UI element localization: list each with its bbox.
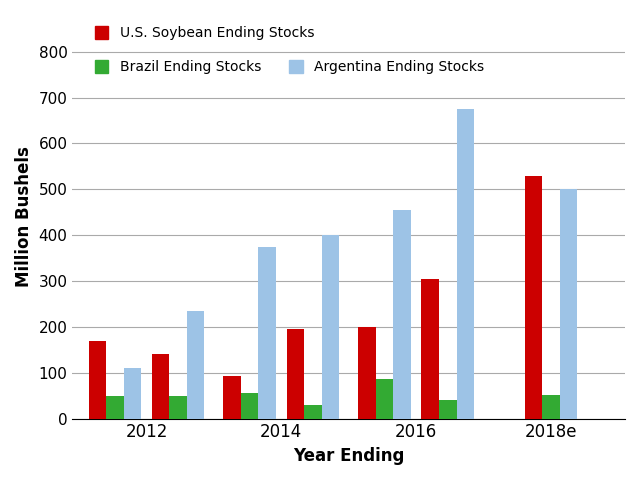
Bar (525, 176, 542, 419)
Bar (152, 354, 170, 419)
Bar (422, 279, 439, 419)
Bar (304, 405, 322, 419)
Legend: Brazil Ending Stocks, Argentina Ending Stocks: Brazil Ending Stocks, Argentina Ending S… (90, 56, 488, 79)
Bar (124, 368, 141, 419)
Bar (287, 329, 304, 419)
Bar (106, 396, 124, 419)
Bar (456, 109, 474, 419)
Bar (358, 327, 376, 419)
Bar (88, 341, 106, 419)
Bar (223, 376, 241, 419)
Bar (170, 396, 187, 419)
Bar (542, 395, 559, 419)
Y-axis label: Million Bushels: Million Bushels (15, 146, 33, 287)
Bar (241, 393, 259, 419)
Bar (322, 235, 339, 419)
Bar (259, 247, 276, 419)
Bar (439, 400, 456, 419)
Bar (187, 311, 205, 419)
Bar (393, 210, 411, 419)
Bar (559, 189, 577, 419)
X-axis label: Year Ending: Year Ending (293, 447, 404, 465)
Bar (376, 379, 393, 419)
